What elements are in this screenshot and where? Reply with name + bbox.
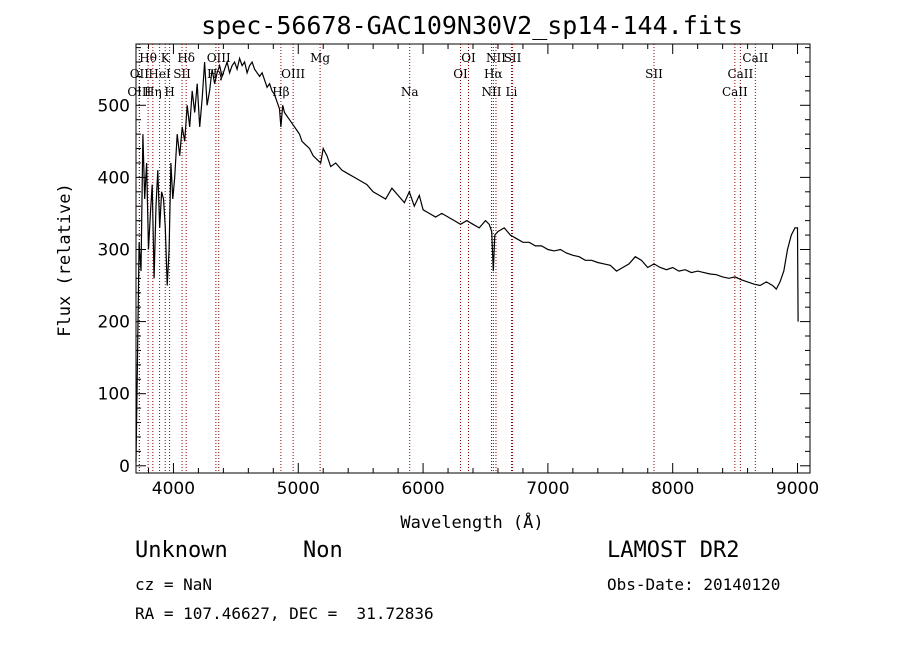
spectral-line-label: H (164, 85, 174, 99)
spectral-line-label: NII (481, 85, 501, 99)
spectral-line-label: OIII (281, 67, 305, 81)
spectral-line-label: Hη (144, 85, 162, 99)
y-tick-label: 100 (98, 385, 130, 405)
x-tick-label: 6000 (401, 479, 444, 499)
spectral-line-label: Hα (484, 67, 503, 81)
spectral-line-label: SII (504, 51, 522, 65)
spectral-line-label: Na (401, 85, 419, 99)
x-tick-label: 5000 (277, 479, 320, 499)
survey-name: LAMOST DR2 (607, 538, 740, 563)
y-tick-label: 400 (98, 168, 130, 188)
y-tick-label: 200 (98, 313, 130, 333)
spectral-line-label: SII (645, 67, 663, 81)
spectral-line-label: OI (461, 51, 476, 65)
x-tick-label: 7000 (526, 479, 569, 499)
spectral-line-label: SII (173, 67, 191, 81)
spectral-line-label: CaII (722, 85, 748, 99)
spectral-line-label: HeI (148, 67, 171, 81)
spectral-line-label: Hβ (272, 85, 289, 99)
plot-frame (135, 43, 811, 474)
spectral-line-label: Mg (310, 51, 330, 65)
y-tick-label: 0 (119, 457, 130, 477)
spectral-line-label: Hδ (177, 51, 195, 65)
axes: 4000 5000 6000 7000 8000 9000 0 100 200 300 400 500 (98, 43, 819, 499)
spectral-line-label: K (161, 51, 171, 65)
spectrum-line (135, 56, 799, 463)
x-tick-label: 8000 (651, 479, 694, 499)
spectral-line-label: OIII (127, 85, 151, 99)
object-class: Unknown (135, 538, 228, 563)
redshift-value: cz = NaN (135, 575, 213, 594)
spectral-line-label: Li (506, 85, 518, 99)
spectral-line-label: CaII (742, 51, 768, 65)
x-tick-label: 4000 (152, 479, 195, 499)
spectral-line-label: CaII (727, 67, 753, 81)
spectral-line-label: Hθ (139, 51, 157, 65)
y-tick-label: 500 (98, 96, 130, 116)
y-axis-label: Flux (relative) (55, 183, 75, 337)
chart-title: spec-56678-GAC109N30V2_sp14-144.fits (201, 11, 743, 40)
spectral-line-label: OI (453, 67, 468, 81)
obs-date: Obs-Date: 20140120 (607, 575, 781, 594)
object-subclass: Non (303, 538, 343, 563)
spectral-line-label: NII (486, 51, 506, 65)
x-axis-label: Wavelength (Å) (400, 511, 543, 533)
x-tick-label: 9000 (776, 479, 819, 499)
spectral-line-label: OIII (207, 51, 231, 65)
coordinates: RA = 107.46627, DEC = 31.72836 (135, 604, 434, 623)
spectrum-series (135, 56, 799, 463)
spectrum-chart: spec-56678-GAC109N30V2_sp14-144.fits 400… (55, 11, 819, 533)
y-tick-label: 300 (98, 240, 130, 260)
